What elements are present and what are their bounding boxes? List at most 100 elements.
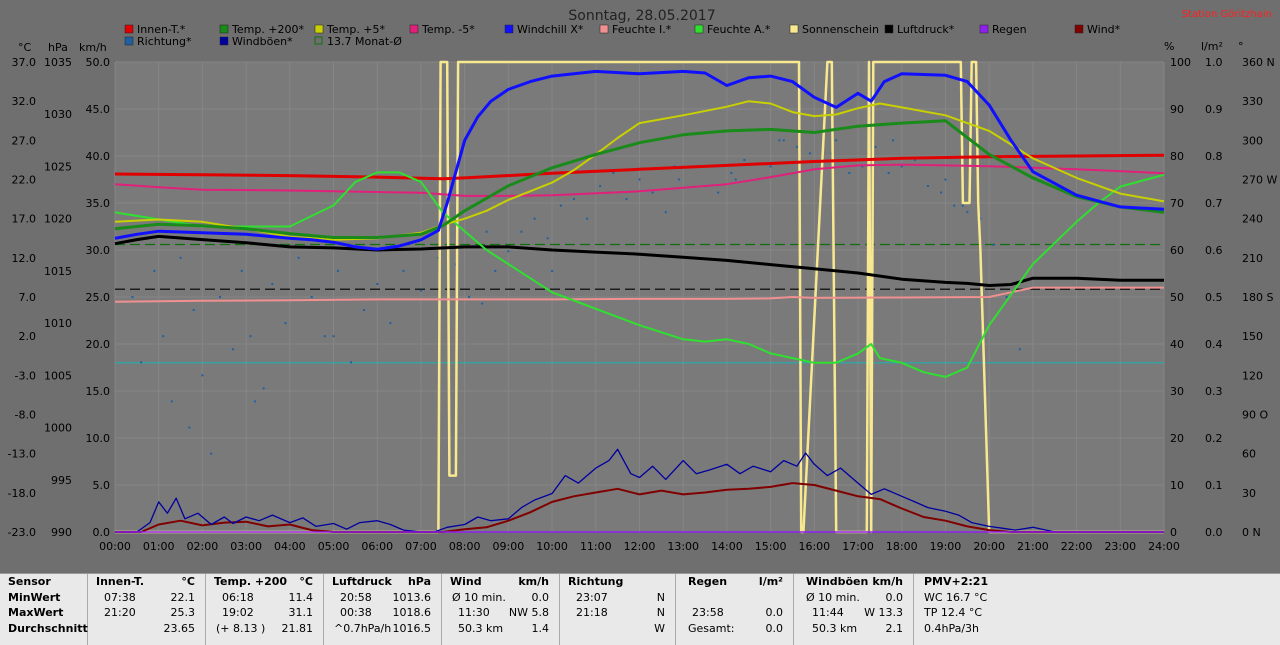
- stats-innen-max: 25.3: [170, 606, 196, 619]
- axis-tick-label: 32.0: [12, 95, 37, 108]
- series-windb-en: [115, 448, 1164, 533]
- stats-innen-min: 22.1: [170, 590, 196, 604]
- stats-wind-distance: 50.3 km: [458, 621, 504, 635]
- legend-swatch: [409, 24, 419, 34]
- axis-tick-label: 0.4: [1205, 338, 1223, 351]
- direction-point: [638, 178, 641, 181]
- direction-point: [961, 204, 964, 207]
- series-feuchte-i: [114, 286, 1164, 303]
- direction-point: [953, 204, 956, 207]
- stats-wind-unit: km/h: [518, 575, 549, 588]
- direction-point: [468, 296, 471, 298]
- direction-point: [240, 269, 243, 272]
- direction-point: [350, 361, 353, 364]
- stats-min-label: MinWert: [8, 590, 61, 604]
- stats-temp200-max-time: 19:02: [222, 606, 254, 619]
- direction-point: [140, 361, 143, 364]
- x-tick-label: 03:00: [230, 540, 262, 553]
- direction-point: [940, 191, 943, 194]
- stats-luftdruck-head: Luftdruck: [332, 575, 392, 588]
- axis-tick-label: -13.0: [8, 448, 36, 461]
- x-tick-label: 09:00: [493, 540, 525, 553]
- direction-point: [559, 204, 562, 207]
- stats-innen-head: Innen-T.: [96, 575, 145, 588]
- direction-point: [376, 282, 379, 285]
- legend-swatch: [219, 24, 229, 34]
- x-tick-label: 20:00: [973, 540, 1005, 553]
- axis-tick-label: 60: [1242, 448, 1256, 461]
- stats-windboeen-head: Windböen: [806, 575, 869, 588]
- x-tick-label: 08:00: [449, 540, 481, 553]
- stats-col-richtung: Richtung 23:07 N 21:18 N W: [560, 574, 676, 645]
- legend-label: Temp. +5*: [326, 23, 386, 36]
- stats-luftdruck-min-time: 20:58: [340, 590, 372, 604]
- legend-swatch: [884, 24, 894, 34]
- direction-point: [900, 165, 903, 168]
- axis-tick-label: 0.9: [1205, 103, 1223, 116]
- direction-point: [179, 256, 182, 259]
- axis-tick-label: 990: [51, 526, 72, 539]
- x-tick-label: 16:00: [798, 540, 830, 553]
- direction-point: [332, 335, 335, 338]
- axis-tick-label: 10.0: [86, 432, 111, 445]
- legend-label: 13.7 Monat-Ø: [327, 35, 402, 48]
- stats-col-luftdruck: Luftdruck hPa 20:58 1013.6 00:38 1018.6 ^0.…: [324, 574, 442, 645]
- direction-point: [743, 158, 746, 161]
- direction-point: [913, 158, 916, 161]
- axis-tick-label: 10: [1170, 479, 1184, 492]
- axis-tick-label: 30: [1170, 385, 1184, 398]
- stats-windboeen-max: W 13.3: [864, 606, 903, 619]
- direction-point: [979, 217, 982, 220]
- direction-point: [507, 250, 510, 253]
- stats-innen-unit: °C: [181, 575, 195, 588]
- direction-point: [769, 165, 772, 168]
- x-tick-label: 15:00: [755, 540, 787, 553]
- axis-tick-label: 1010: [44, 317, 72, 330]
- unit-hpa: hPa: [48, 41, 68, 54]
- axis-tick-label: -3.0: [15, 369, 36, 382]
- stats-richtung-max: N: [656, 606, 665, 619]
- axis-tick-label: 150: [1242, 330, 1263, 343]
- axis-tick-label: 0.7: [1205, 197, 1223, 210]
- axis-tick-label: 0.1: [1205, 479, 1223, 492]
- stats-regen-total: 0.0: [765, 621, 784, 635]
- legend-swatch: [1074, 24, 1084, 34]
- axis-tick-label: 20.0: [86, 338, 111, 351]
- stats-windboeen-avg: 2.1: [885, 621, 904, 635]
- series-windchill-x: [114, 69, 1165, 251]
- legend-swatch: [599, 24, 609, 34]
- axis-tick-label: 40: [1170, 338, 1184, 351]
- stats-richtung-min: N: [656, 590, 665, 604]
- direction-point: [887, 171, 890, 174]
- axis-tick-label: 7.0: [19, 291, 37, 304]
- stats-luftdruck-max: 1018.6: [392, 606, 432, 619]
- legend-label: Feuchte A.*: [707, 23, 771, 36]
- x-tick-label: 13:00: [667, 540, 699, 553]
- stats-wind-head: Wind: [450, 575, 482, 588]
- stats-sensor-head: Sensor: [8, 575, 51, 588]
- direction-point: [651, 191, 654, 194]
- direction-point: [1005, 296, 1008, 298]
- axis-tick-label: 50.0: [86, 56, 111, 69]
- axis-tick-label: 0 N: [1242, 526, 1261, 539]
- axis-tick-label: 1.0: [1205, 56, 1223, 69]
- legend-swatch: [694, 24, 704, 34]
- series-temp-200: [114, 119, 1165, 239]
- weather-chart: 37.0 32.0 27.0 22.0 17.0 12.0 7.0 2.0 -3.0 -8.0 -1…: [8, 8, 1278, 553]
- direction-point: [297, 256, 300, 259]
- axis-tick-label: 45.0: [86, 103, 111, 116]
- legend-swatch: [979, 24, 989, 34]
- stats-max-label: MaxWert: [8, 606, 64, 619]
- axis-tick-label: 50: [1170, 291, 1184, 304]
- axis-tick-label: 5.0: [93, 479, 111, 492]
- axis-tick-label: 0.3: [1205, 385, 1223, 398]
- axis-tick-label: 210: [1242, 252, 1263, 265]
- stats-windboeen-unit: km/h: [872, 575, 903, 588]
- stats-windboeen-min-label: Ø 10 min.: [806, 590, 860, 604]
- axis-tick-label: 90 O: [1242, 409, 1268, 422]
- direction-point: [782, 139, 785, 142]
- x-tick-label: 10:00: [536, 540, 568, 553]
- stats-wind-min: 0.0: [531, 590, 550, 604]
- legend-label: Feuchte I.*: [612, 23, 672, 36]
- axis-tick-label: 17.0: [12, 213, 37, 226]
